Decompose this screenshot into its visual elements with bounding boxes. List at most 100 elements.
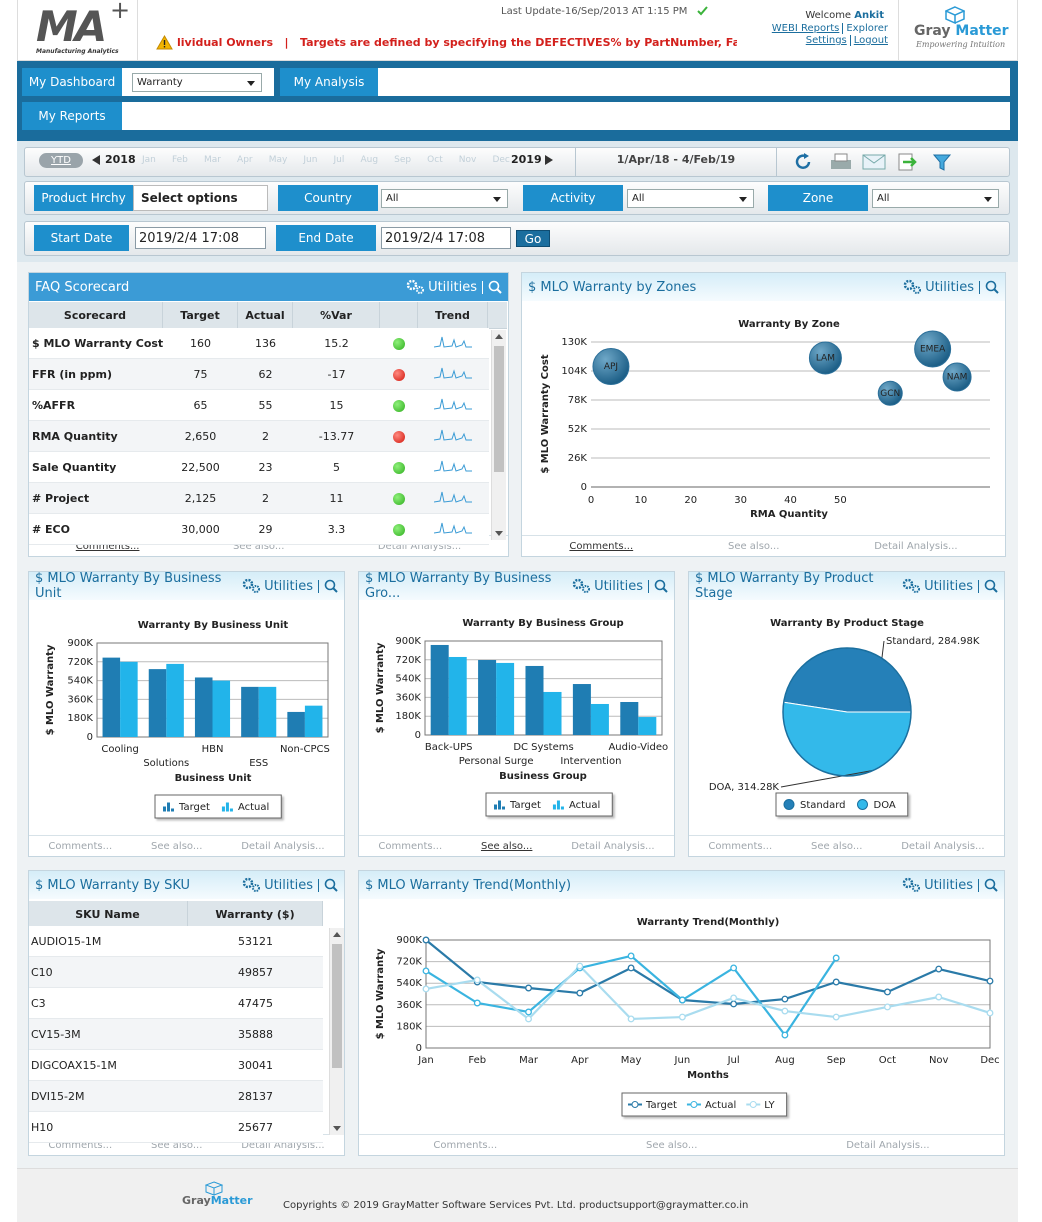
panel-link[interactable]: Comments... (569, 540, 634, 552)
panel-link[interactable]: Detail Analysis... (846, 1139, 930, 1151)
utilities-label[interactable]: Utilities (924, 578, 973, 594)
link[interactable]: Explorer (842, 23, 888, 34)
utilities[interactable]: Utilities (242, 578, 338, 594)
table-cell: DVI15-2M (31, 1090, 85, 1103)
footer-brand: GrayMatter (182, 1194, 253, 1207)
table-cell: Sale Quantity (32, 461, 117, 474)
panel-link[interactable]: Comments... (708, 840, 773, 852)
end-date-input[interactable]: 2019/2/4 17:08 (381, 227, 511, 249)
utilities-label[interactable]: Utilities (924, 877, 973, 893)
month: Mar (203, 155, 221, 165)
filter-select[interactable]: All (872, 189, 999, 208)
logo-plus: + (110, 0, 131, 24)
prev-arrow[interactable] (92, 155, 101, 165)
panel-footer: Comments... See also... Detail Analysis... (359, 1134, 1004, 1155)
utilities-label[interactable]: Utilities (264, 877, 313, 893)
utilities[interactable]: Utilities (242, 877, 338, 893)
panel-link[interactable]: Comments... (433, 1139, 498, 1151)
next-arrow[interactable] (545, 155, 554, 165)
divider (137, 0, 138, 61)
utilities[interactable]: Utilities (902, 578, 998, 594)
filter-label: Country (278, 185, 378, 211)
gear-icon (242, 877, 261, 892)
check-icon (697, 6, 708, 16)
tab-bg (122, 102, 1010, 130)
scroll-thumb[interactable] (494, 346, 504, 472)
panel-link[interactable]: See also... (480, 840, 533, 852)
go-button[interactable]: Go (516, 230, 550, 247)
panel-link[interactable]: Comments... (48, 1139, 113, 1151)
panel-link[interactable]: Comments... (48, 840, 113, 852)
gear (913, 286, 922, 294)
dashboard-select[interactable]: Warranty (132, 73, 262, 92)
zoom-icon[interactable] (654, 579, 668, 593)
utilities-label[interactable]: Utilities (428, 279, 477, 295)
link[interactable]: Logout (849, 35, 888, 46)
panel-link[interactable]: Detail Analysis... (874, 540, 958, 552)
link[interactable]: Settings (805, 35, 847, 46)
sparkline-line (434, 367, 472, 379)
panel-footer: Comments... See also... Detail Analysis... (359, 835, 674, 856)
filter-icon[interactable] (932, 154, 952, 171)
zoom-icon[interactable] (984, 878, 998, 892)
month: Jan (142, 155, 156, 165)
tab[interactable]: My Analysis (280, 68, 378, 96)
zoom-icon[interactable] (985, 280, 999, 294)
export-arrow (903, 157, 917, 167)
lens (984, 579, 996, 591)
panel-link[interactable]: Detail Analysis... (571, 840, 655, 852)
panel-link[interactable]: Comments... (75, 540, 140, 552)
end-year: 2019 (511, 153, 542, 166)
period-button[interactable]: YTD (39, 153, 83, 168)
table-cell: 23 (258, 461, 273, 474)
gear-icon (902, 578, 921, 593)
gear (242, 578, 254, 590)
table-row (29, 1081, 323, 1112)
panel-link[interactable]: See also... (150, 840, 203, 852)
utilities-label[interactable]: Utilities (925, 279, 974, 295)
panel-link[interactable]: Detail Analysis... (241, 840, 325, 852)
table-cell: -17 (327, 368, 346, 381)
table-cell: 49857 (238, 966, 273, 979)
gear (252, 585, 261, 593)
zoom-icon[interactable] (984, 579, 998, 593)
link[interactable]: WEBI Reports (771, 23, 840, 34)
zoom-icon[interactable] (488, 280, 502, 294)
date-label: Start Date (34, 225, 129, 251)
panel-link[interactable]: Detail Analysis... (241, 1139, 325, 1151)
filter-select[interactable]: All (627, 189, 754, 208)
utilities[interactable]: Utilities (572, 578, 668, 594)
month-slider[interactable]: Jan Feb Mar Apr May Jun Jul Aug Sep Oct Nov Dec (142, 155, 510, 165)
filter-select[interactable]: All (381, 189, 508, 208)
scroll-thumb[interactable] (332, 944, 342, 1069)
panel-link[interactable]: Detail Analysis... (901, 840, 985, 852)
utilities-label[interactable]: Utilities (264, 578, 313, 594)
tab[interactable]: My Reports (22, 102, 122, 130)
tab[interactable]: My Dashboard (22, 68, 122, 96)
panel-link[interactable]: See also... (810, 840, 863, 852)
handle (332, 587, 338, 593)
table-cell: 2 (262, 430, 269, 443)
refresh-icon[interactable] (795, 154, 811, 169)
gear (252, 884, 261, 892)
scroll-up (495, 334, 503, 339)
print-icon[interactable] (831, 160, 851, 169)
start-date-input[interactable]: 2019/2/4 17:08 (135, 227, 266, 249)
zoom-icon[interactable] (324, 878, 338, 892)
utilities[interactable]: Utilities (406, 279, 502, 295)
multi-select[interactable]: Select options (133, 185, 268, 211)
panel-link[interactable]: See also... (645, 1139, 698, 1151)
date-label: End Date (276, 225, 376, 251)
gear (406, 279, 418, 291)
panel-link[interactable]: See also... (232, 540, 285, 552)
panel-link[interactable]: Detail Analysis... (377, 540, 462, 552)
sparkline (434, 336, 472, 348)
zoom-icon[interactable] (324, 579, 338, 593)
utilities-label[interactable]: Utilities (594, 578, 643, 594)
panel-link[interactable]: See also... (727, 540, 780, 552)
panel-link[interactable]: See also... (150, 1139, 203, 1151)
utilities[interactable]: Utilities (902, 877, 998, 893)
panel-link[interactable]: Comments... (378, 840, 443, 852)
utilities[interactable]: Utilities (903, 279, 999, 295)
check (697, 6, 708, 16)
